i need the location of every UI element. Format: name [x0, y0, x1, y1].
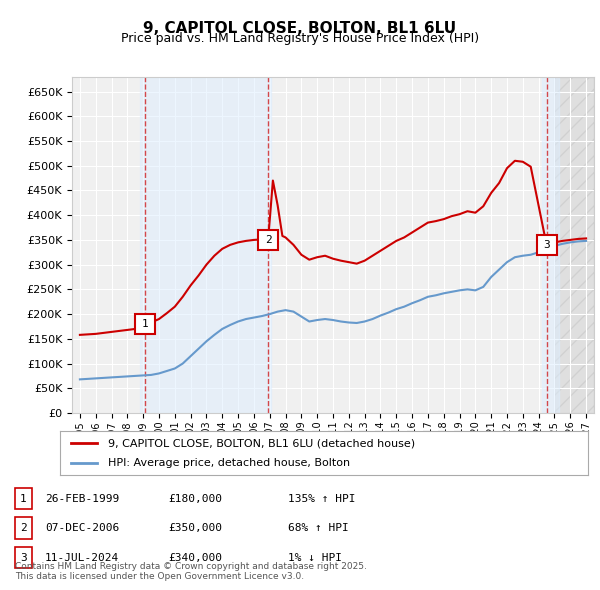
Text: 2: 2	[20, 523, 27, 533]
Text: HPI: Average price, detached house, Bolton: HPI: Average price, detached house, Bolt…	[107, 458, 350, 467]
Text: £340,000: £340,000	[168, 553, 222, 562]
Text: 9, CAPITOL CLOSE, BOLTON, BL1 6LU (detached house): 9, CAPITOL CLOSE, BOLTON, BL1 6LU (detac…	[107, 438, 415, 448]
Bar	[542, 77, 559, 413]
Text: 1: 1	[142, 319, 148, 329]
Text: £180,000: £180,000	[168, 494, 222, 503]
Text: 3: 3	[543, 240, 550, 250]
Text: 9, CAPITOL CLOSE, BOLTON, BL1 6LU: 9, CAPITOL CLOSE, BOLTON, BL1 6LU	[143, 21, 457, 35]
Text: 07-DEC-2006: 07-DEC-2006	[45, 523, 119, 533]
Text: 68% ↑ HPI: 68% ↑ HPI	[288, 523, 349, 533]
Text: 1% ↓ HPI: 1% ↓ HPI	[288, 553, 342, 562]
Text: 135% ↑ HPI: 135% ↑ HPI	[288, 494, 355, 503]
Text: 26-FEB-1999: 26-FEB-1999	[45, 494, 119, 503]
Bar	[140, 77, 271, 413]
Text: 11-JUL-2024: 11-JUL-2024	[45, 553, 119, 562]
Text: Contains HM Land Registry data © Crown copyright and database right 2025.
This d: Contains HM Land Registry data © Crown c…	[15, 562, 367, 581]
Text: 2: 2	[265, 235, 272, 245]
Text: £350,000: £350,000	[168, 523, 222, 533]
Text: 1: 1	[20, 494, 27, 503]
Bar	[554, 77, 594, 413]
Text: 3: 3	[20, 553, 27, 562]
Text: Price paid vs. HM Land Registry's House Price Index (HPI): Price paid vs. HM Land Registry's House …	[121, 32, 479, 45]
